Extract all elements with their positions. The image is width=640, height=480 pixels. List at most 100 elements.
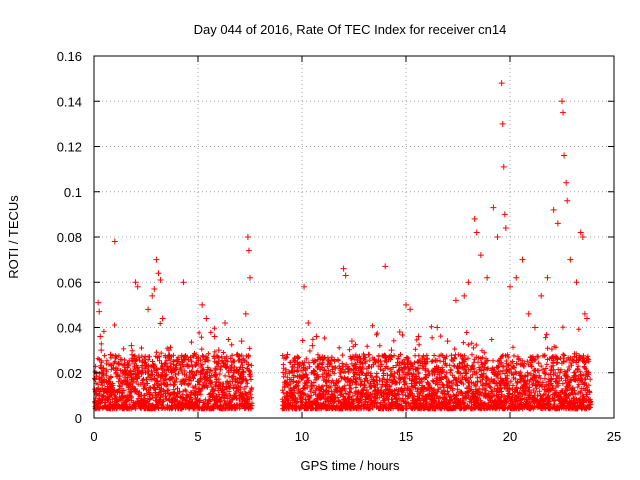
y-tick-label: 0.02 xyxy=(57,366,82,381)
y-tick-label: 0.04 xyxy=(57,321,82,336)
data-point xyxy=(115,360,122,367)
data-point xyxy=(238,338,245,345)
data-point xyxy=(573,279,580,286)
data-point xyxy=(111,238,118,245)
data-point xyxy=(513,274,520,281)
axis-ticks xyxy=(93,55,615,419)
data-point xyxy=(348,338,355,345)
data-point xyxy=(211,333,218,340)
data-point xyxy=(145,306,152,313)
x-tick-label: 25 xyxy=(607,429,621,444)
data-point xyxy=(561,152,568,159)
data-point xyxy=(215,347,222,354)
data-point xyxy=(498,80,505,87)
data-point xyxy=(357,365,364,372)
data-point xyxy=(465,279,472,286)
data-point xyxy=(461,292,468,299)
dense-data-band xyxy=(92,321,594,412)
tick-labels: 0 5 10 15 20 25 0 0.02 0.04 0.06 0.08 0.1 0.12 0.14 0.… xyxy=(57,49,622,444)
data-point xyxy=(583,315,590,322)
x-tick-label: 5 xyxy=(194,429,201,444)
data-point xyxy=(301,283,308,290)
data-point xyxy=(244,234,251,240)
data-point xyxy=(180,279,187,286)
data-point xyxy=(128,342,135,349)
y-tick-label: 0.1 xyxy=(64,185,82,200)
data-point xyxy=(95,299,102,306)
data-point xyxy=(245,247,252,254)
data-point xyxy=(473,229,480,236)
data-point xyxy=(577,229,584,236)
data-point xyxy=(396,329,403,336)
y-tick-label: 0.06 xyxy=(57,275,82,290)
data-point xyxy=(444,338,451,345)
data-point xyxy=(423,356,430,363)
data-point xyxy=(96,308,103,315)
data-point xyxy=(499,120,506,127)
grid xyxy=(94,56,614,418)
data-point xyxy=(195,360,201,367)
data-point xyxy=(373,374,380,381)
dense-data-markers xyxy=(92,321,594,412)
data-point xyxy=(178,356,185,363)
data-point xyxy=(242,310,249,317)
data-point xyxy=(323,378,330,385)
data-point xyxy=(155,270,162,277)
data-point xyxy=(500,163,507,170)
data-point xyxy=(477,252,484,259)
data-point xyxy=(579,234,586,240)
data-point xyxy=(403,301,409,308)
data-point xyxy=(98,347,105,354)
data-point xyxy=(581,310,588,317)
data-point xyxy=(305,319,312,326)
data-point xyxy=(199,301,206,308)
data-point xyxy=(157,276,164,283)
x-tick-label: 0 xyxy=(90,429,97,444)
data-point xyxy=(165,347,172,354)
data-point xyxy=(97,333,104,340)
data-point xyxy=(544,274,551,281)
data-point xyxy=(100,365,107,372)
data-point xyxy=(107,351,114,358)
data-point xyxy=(122,374,129,381)
data-point xyxy=(284,351,291,358)
data-point xyxy=(567,256,574,263)
data-point xyxy=(554,220,561,227)
data-point xyxy=(296,360,303,367)
y-axis-label: ROTI / TECUs xyxy=(6,195,21,279)
data-point xyxy=(138,369,145,376)
data-point xyxy=(149,292,156,299)
y-tick-label: 0.14 xyxy=(57,94,82,109)
x-tick-label: 20 xyxy=(503,429,517,444)
data-point xyxy=(309,342,316,349)
data-points xyxy=(93,80,590,394)
data-point xyxy=(415,333,422,340)
data-point xyxy=(452,297,459,304)
data-point xyxy=(525,310,532,317)
y-tick-label: 0.12 xyxy=(57,140,82,155)
data-point xyxy=(340,265,347,272)
data-point xyxy=(560,109,567,116)
data-point xyxy=(563,179,570,186)
chart-title: Day 044 of 2016, Rate Of TEC Index for r… xyxy=(194,22,507,37)
data-point xyxy=(172,365,179,372)
x-tick-label: 15 xyxy=(399,429,413,444)
data-point xyxy=(564,197,571,204)
data-point xyxy=(519,256,526,263)
data-point xyxy=(222,319,229,326)
data-point xyxy=(494,234,501,240)
data-point xyxy=(502,224,509,231)
data-point xyxy=(365,351,372,358)
data-point xyxy=(228,365,235,372)
data-point xyxy=(153,256,160,263)
data-point xyxy=(407,306,414,313)
data-point xyxy=(490,204,497,211)
x-tick-label: 10 xyxy=(295,429,309,444)
data-point xyxy=(247,274,253,281)
data-point xyxy=(186,374,193,381)
data-point xyxy=(559,98,565,105)
data-point xyxy=(103,378,110,385)
data-point xyxy=(151,286,158,293)
data-point xyxy=(159,315,166,322)
